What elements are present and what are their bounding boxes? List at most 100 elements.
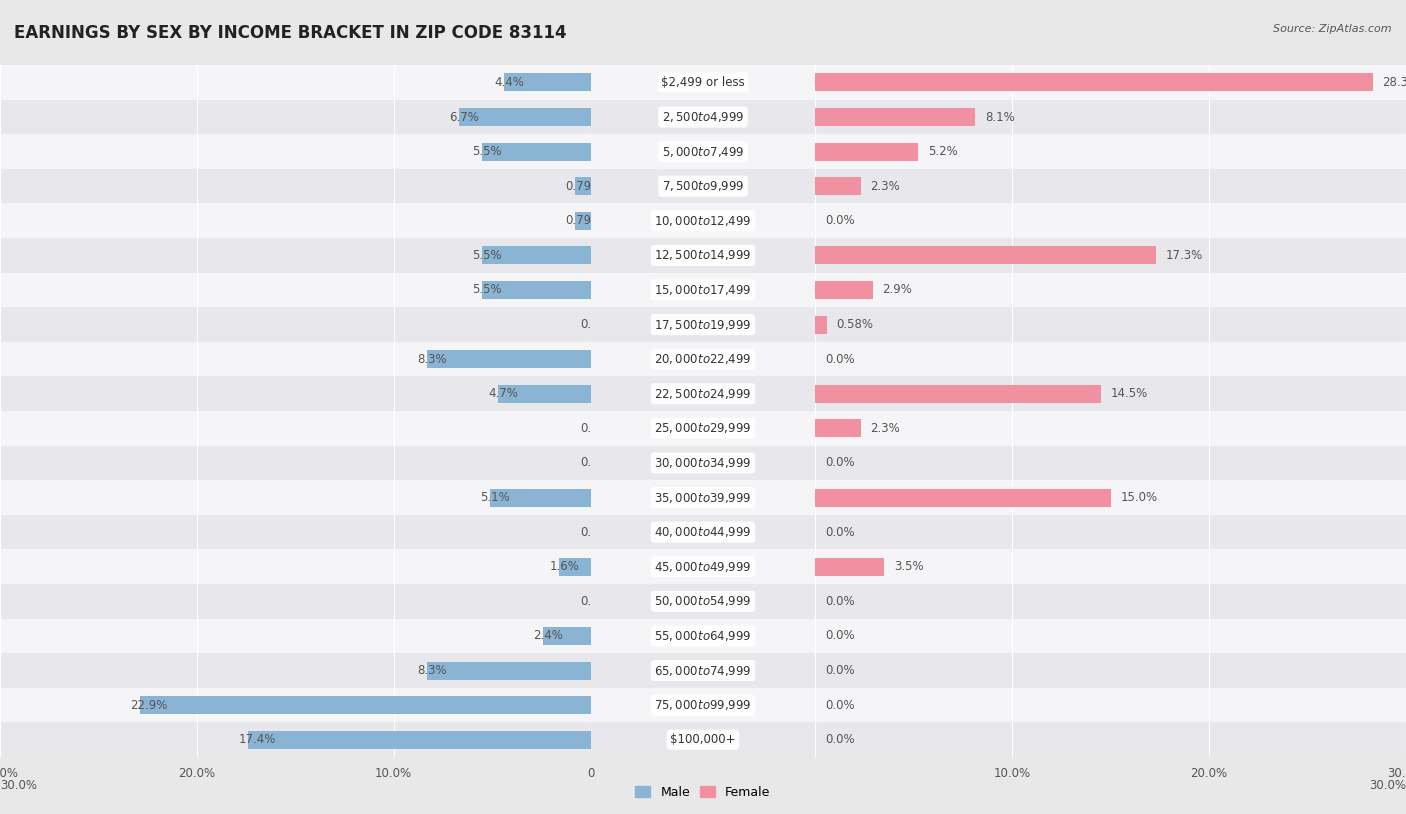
Bar — [0, 238, 591, 273]
Bar — [591, 169, 815, 204]
Text: $2,500 to $4,999: $2,500 to $4,999 — [662, 110, 744, 124]
Text: $12,500 to $14,999: $12,500 to $14,999 — [654, 248, 752, 262]
Bar — [591, 514, 815, 549]
Bar — [815, 411, 1406, 446]
Text: 0.0%: 0.0% — [581, 457, 610, 470]
Bar — [458, 108, 591, 126]
Text: 1.6%: 1.6% — [550, 560, 579, 573]
Bar — [815, 376, 1406, 411]
Text: 0.79%: 0.79% — [565, 214, 602, 227]
Bar — [482, 142, 591, 160]
Text: 0.0%: 0.0% — [825, 352, 855, 365]
Text: 8.1%: 8.1% — [984, 111, 1015, 124]
Text: 0.0%: 0.0% — [581, 318, 610, 331]
Text: 0.0%: 0.0% — [825, 595, 855, 608]
Bar — [0, 342, 591, 376]
Bar — [815, 419, 860, 437]
Bar — [427, 662, 591, 680]
Bar — [815, 316, 827, 334]
Legend: Male, Female: Male, Female — [630, 781, 776, 803]
Bar — [427, 350, 591, 368]
Bar — [0, 169, 591, 204]
Bar — [498, 385, 591, 403]
Bar — [591, 480, 815, 515]
Text: 5.5%: 5.5% — [472, 249, 502, 262]
Bar — [0, 65, 591, 99]
Bar — [815, 653, 1406, 688]
Text: $10,000 to $12,499: $10,000 to $12,499 — [654, 214, 752, 228]
Text: $25,000 to $29,999: $25,000 to $29,999 — [654, 422, 752, 435]
Text: 2.4%: 2.4% — [533, 629, 564, 642]
Bar — [815, 142, 918, 160]
Bar — [815, 238, 1406, 273]
Bar — [0, 584, 591, 619]
Text: 28.3%: 28.3% — [1382, 76, 1406, 89]
Bar — [815, 385, 1101, 403]
Bar — [591, 134, 815, 169]
Bar — [0, 307, 591, 342]
Bar — [815, 177, 860, 195]
Bar — [815, 619, 1406, 653]
Text: $45,000 to $49,999: $45,000 to $49,999 — [654, 560, 752, 574]
Bar — [591, 653, 815, 688]
Bar — [0, 549, 591, 584]
Text: $20,000 to $22,499: $20,000 to $22,499 — [654, 352, 752, 366]
Bar — [591, 584, 815, 619]
Bar — [591, 238, 815, 273]
Text: 6.7%: 6.7% — [449, 111, 478, 124]
Bar — [482, 281, 591, 299]
Bar — [0, 411, 591, 446]
Bar — [0, 99, 591, 134]
Bar — [591, 342, 815, 376]
Bar — [815, 342, 1406, 376]
Bar — [482, 247, 591, 265]
Text: 0.0%: 0.0% — [825, 664, 855, 677]
Text: 8.3%: 8.3% — [418, 352, 447, 365]
Bar — [815, 549, 1406, 584]
Bar — [591, 376, 815, 411]
Text: 4.4%: 4.4% — [494, 76, 524, 89]
Text: 0.0%: 0.0% — [825, 698, 855, 711]
Text: 4.7%: 4.7% — [488, 387, 517, 400]
Text: 5.5%: 5.5% — [472, 145, 502, 158]
Text: 14.5%: 14.5% — [1111, 387, 1147, 400]
Bar — [139, 696, 591, 714]
Bar — [815, 688, 1406, 723]
Bar — [591, 411, 815, 446]
Text: $100,000+: $100,000+ — [671, 733, 735, 746]
Bar — [815, 247, 1156, 265]
Bar — [815, 273, 1406, 307]
Text: EARNINGS BY SEX BY INCOME BRACKET IN ZIP CODE 83114: EARNINGS BY SEX BY INCOME BRACKET IN ZIP… — [14, 24, 567, 42]
Text: 5.5%: 5.5% — [472, 283, 502, 296]
Bar — [815, 584, 1406, 619]
Bar — [815, 514, 1406, 549]
Bar — [591, 273, 815, 307]
Text: $55,000 to $64,999: $55,000 to $64,999 — [654, 629, 752, 643]
Text: $17,500 to $19,999: $17,500 to $19,999 — [654, 317, 752, 331]
Text: 17.4%: 17.4% — [238, 733, 276, 746]
Text: 2.9%: 2.9% — [883, 283, 912, 296]
Bar — [591, 549, 815, 584]
Bar — [0, 723, 591, 757]
Bar — [575, 177, 591, 195]
Bar — [503, 73, 591, 91]
Text: $30,000 to $34,999: $30,000 to $34,999 — [654, 456, 752, 470]
Bar — [815, 558, 884, 575]
Bar — [0, 134, 591, 169]
Text: $40,000 to $44,999: $40,000 to $44,999 — [654, 525, 752, 539]
Text: $65,000 to $74,999: $65,000 to $74,999 — [654, 663, 752, 677]
Bar — [0, 446, 591, 480]
Text: $2,499 or less: $2,499 or less — [661, 76, 745, 89]
Bar — [815, 204, 1406, 238]
Bar — [815, 65, 1406, 99]
Bar — [247, 731, 591, 749]
Bar — [815, 169, 1406, 204]
Text: 0.0%: 0.0% — [825, 629, 855, 642]
Bar — [815, 73, 1372, 91]
Text: Source: ZipAtlas.com: Source: ZipAtlas.com — [1274, 24, 1392, 34]
Text: 30.0%: 30.0% — [1369, 779, 1406, 792]
Text: 5.2%: 5.2% — [928, 145, 957, 158]
Text: 0.0%: 0.0% — [825, 526, 855, 539]
Bar — [815, 134, 1406, 169]
Text: 5.1%: 5.1% — [481, 491, 510, 504]
